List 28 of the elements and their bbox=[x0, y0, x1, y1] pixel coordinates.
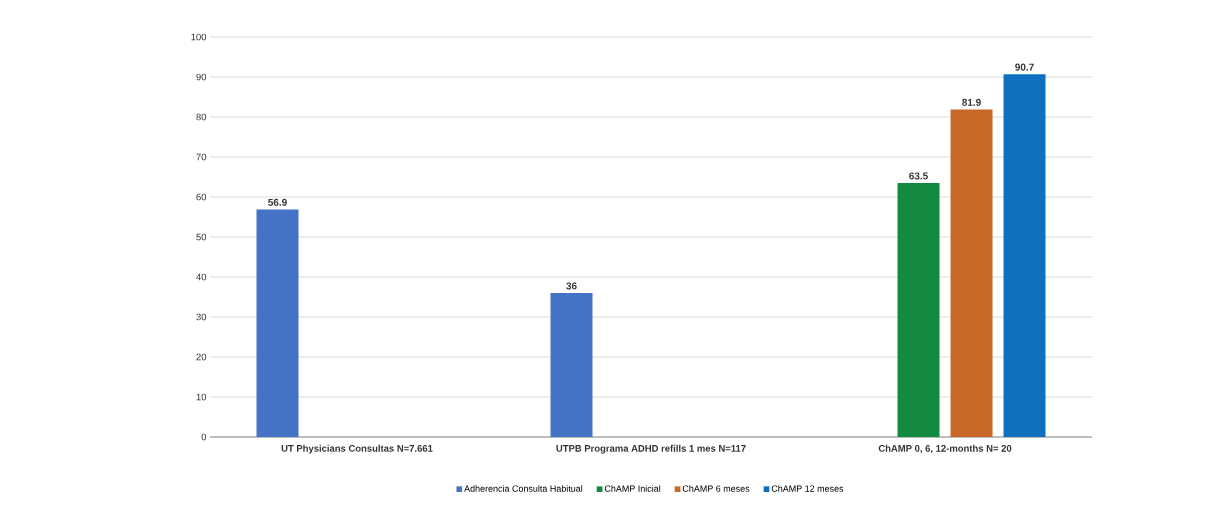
y-tick-label: 100 bbox=[191, 33, 207, 41]
data-label: 63.5 bbox=[909, 172, 928, 180]
bar bbox=[550, 293, 593, 437]
y-tick-label: 80 bbox=[196, 113, 207, 121]
bar bbox=[256, 209, 299, 437]
y-tick-label: 70 bbox=[196, 153, 207, 161]
data-label: 56.9 bbox=[268, 198, 287, 206]
data-label: 81.9 bbox=[962, 98, 981, 106]
y-tick-label: 40 bbox=[196, 273, 207, 281]
y-tick-label: 60 bbox=[196, 193, 207, 201]
data-label: 90.7 bbox=[1015, 63, 1034, 71]
bar bbox=[897, 183, 940, 437]
x-tick-label: UT Physicians Consultas N=7.661 bbox=[281, 444, 433, 454]
legend-label: ChAMP Inicial bbox=[604, 485, 661, 492]
bar bbox=[950, 109, 993, 437]
x-tick-label: ChAMP 0, 6, 12-months N= 20 bbox=[878, 444, 1012, 454]
legend-label: ChAMP 6 meses bbox=[682, 485, 750, 492]
y-tick-label: 0 bbox=[201, 433, 207, 441]
x-tick-label: UTPB Programa ADHD refills 1 mes N=117 bbox=[556, 444, 746, 454]
bar bbox=[1003, 74, 1046, 437]
y-tick-label: 20 bbox=[196, 353, 207, 361]
data-label: 36 bbox=[566, 282, 577, 290]
y-tick-label: 90 bbox=[196, 73, 207, 81]
y-tick-label: 50 bbox=[196, 233, 207, 241]
legend-label: Adherencia Consulta Habitual bbox=[464, 485, 583, 492]
y-tick-label: 30 bbox=[196, 313, 207, 321]
legend-label: ChAMP 12 meses bbox=[771, 485, 844, 492]
y-tick-label: 10 bbox=[196, 393, 207, 401]
